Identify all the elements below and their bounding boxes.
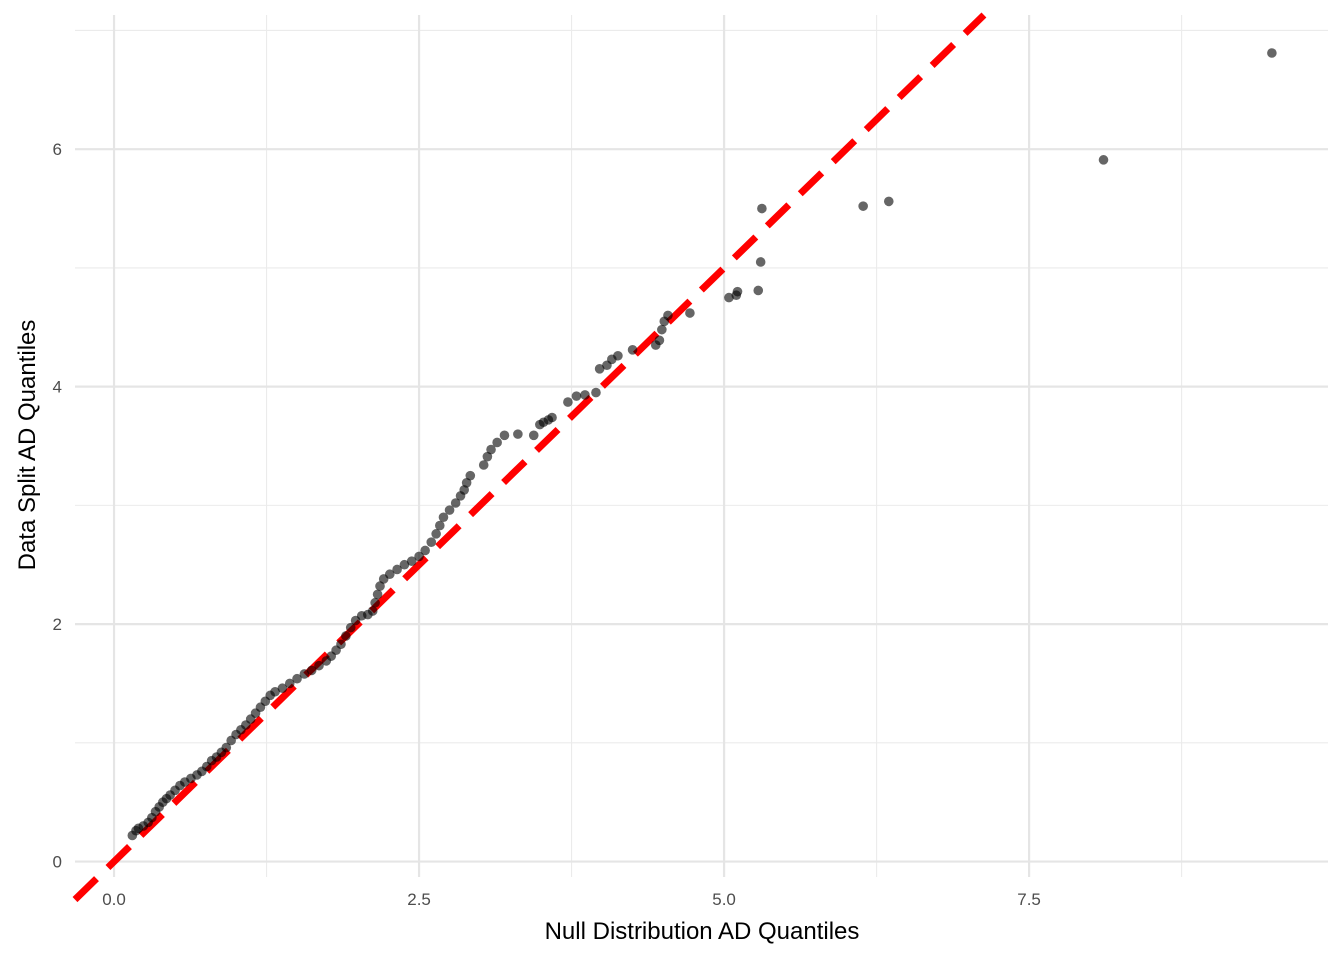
y-axis-ticks: 0 2 4 6 bbox=[53, 140, 62, 871]
data-point bbox=[434, 520, 445, 531]
data-point bbox=[757, 203, 767, 214]
data-point bbox=[221, 742, 232, 753]
data-point bbox=[627, 345, 638, 355]
data-point bbox=[399, 559, 410, 570]
data-point bbox=[858, 201, 868, 211]
data-point bbox=[465, 470, 476, 481]
data-point bbox=[563, 397, 573, 407]
data-point bbox=[345, 622, 356, 633]
data-point bbox=[580, 390, 590, 400]
data-point bbox=[341, 631, 351, 641]
data-point bbox=[438, 512, 449, 523]
data-point bbox=[657, 324, 667, 335]
data-point bbox=[270, 686, 280, 697]
data-point bbox=[299, 669, 310, 679]
data-point bbox=[284, 678, 295, 689]
data-point bbox=[426, 537, 437, 547]
data-point bbox=[654, 335, 665, 346]
data-point bbox=[367, 606, 378, 616]
data-point bbox=[486, 444, 496, 455]
x-tick-label: 2.5 bbox=[407, 890, 431, 909]
data-point bbox=[450, 498, 461, 508]
data-point bbox=[591, 387, 601, 398]
y-tick-label: 0 bbox=[53, 853, 62, 872]
data-point bbox=[431, 529, 441, 539]
data-point bbox=[478, 460, 489, 470]
data-point bbox=[444, 505, 455, 515]
data-point bbox=[306, 665, 317, 676]
data-point bbox=[732, 286, 743, 297]
data-point bbox=[571, 391, 582, 401]
data-point bbox=[375, 581, 385, 591]
data-point bbox=[685, 308, 695, 318]
data-point bbox=[277, 683, 288, 694]
data-point bbox=[314, 660, 324, 671]
data-point bbox=[1267, 48, 1277, 58]
data-point bbox=[482, 451, 493, 462]
data-point bbox=[613, 350, 623, 361]
data-point bbox=[336, 639, 346, 650]
data-point bbox=[528, 430, 539, 441]
data-point bbox=[663, 310, 673, 321]
data-point bbox=[499, 430, 510, 441]
data-point bbox=[724, 292, 734, 303]
points bbox=[127, 48, 1277, 841]
data-point bbox=[753, 285, 764, 296]
y-axis-label: Data Split AD Quantiles bbox=[14, 320, 41, 571]
data-point bbox=[292, 673, 302, 684]
data-point bbox=[372, 589, 383, 600]
data-point bbox=[1098, 155, 1109, 165]
y-tick-label: 2 bbox=[53, 615, 62, 634]
y-tick-label: 6 bbox=[53, 140, 62, 159]
data-point bbox=[420, 545, 430, 556]
data-point bbox=[370, 597, 380, 608]
x-axis-label: Null Distribution AD Quantiles bbox=[545, 918, 860, 945]
data-point bbox=[414, 551, 424, 562]
data-point bbox=[883, 196, 894, 207]
data-point bbox=[492, 437, 502, 448]
x-tick-label: 0.0 bbox=[102, 890, 126, 909]
data-point bbox=[755, 257, 766, 267]
x-tick-label: 7.5 bbox=[1017, 890, 1041, 909]
x-tick-label: 5.0 bbox=[712, 890, 736, 909]
y-tick-label: 4 bbox=[53, 378, 62, 397]
x-axis-ticks: 0.0 2.5 5.0 7.5 bbox=[102, 890, 1041, 909]
grid bbox=[75, 15, 1328, 877]
data-point bbox=[513, 429, 523, 439]
data-point bbox=[594, 364, 605, 374]
data-point bbox=[406, 556, 417, 566]
data-point bbox=[461, 478, 472, 488]
data-point bbox=[392, 564, 402, 575]
data-point bbox=[384, 569, 395, 580]
data-point bbox=[547, 412, 557, 423]
